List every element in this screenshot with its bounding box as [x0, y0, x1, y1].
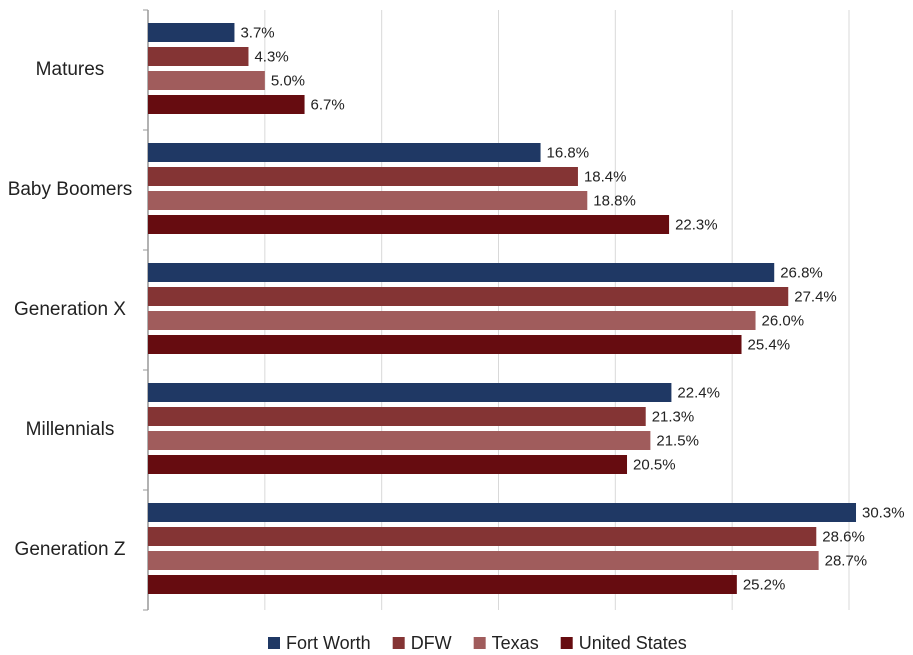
data-label: 3.7% [240, 24, 274, 41]
bar [148, 311, 756, 330]
data-label: 28.6% [822, 528, 865, 545]
legend-label: DFW [411, 633, 452, 653]
data-label: 22.3% [675, 216, 718, 233]
legend-label: Texas [492, 633, 539, 653]
data-label: 25.2% [743, 576, 786, 593]
y-tick-label: Generation Z [15, 539, 126, 560]
data-label: 25.4% [748, 336, 791, 353]
data-label: 18.8% [593, 192, 636, 209]
bar [148, 215, 670, 234]
data-label: 4.3% [254, 48, 288, 65]
bar [148, 23, 235, 42]
bar [148, 503, 857, 522]
bar [148, 575, 737, 594]
bar [148, 407, 646, 426]
bar [148, 431, 651, 450]
bar [148, 383, 672, 402]
bar [148, 71, 265, 90]
bar [148, 551, 819, 570]
data-label: 21.3% [652, 408, 695, 425]
y-tick-label: Matures [36, 59, 105, 80]
data-label: 30.3% [862, 504, 905, 521]
data-label: 26.0% [762, 312, 805, 329]
data-label: 20.5% [633, 456, 676, 473]
data-label: 26.8% [780, 264, 823, 281]
bar [148, 143, 541, 162]
data-label: 6.7% [311, 96, 345, 113]
bar [148, 335, 742, 354]
bar [148, 191, 588, 210]
bar [148, 287, 789, 306]
legend-swatch [392, 637, 405, 649]
data-label: 16.8% [547, 144, 590, 161]
y-tick-label: Generation X [14, 299, 126, 320]
legend-label: Fort Worth [286, 633, 371, 653]
data-label: 28.7% [825, 552, 868, 569]
bar [148, 527, 817, 546]
bar [148, 95, 305, 114]
data-label: 5.0% [271, 72, 305, 89]
y-tick-label: Baby Boomers [8, 179, 133, 200]
legend-label: United States [579, 633, 687, 653]
data-label: 27.4% [794, 288, 837, 305]
bar [148, 167, 578, 186]
bar [148, 455, 628, 474]
data-label: 22.4% [677, 384, 720, 401]
data-label: 21.5% [656, 432, 699, 449]
legend-swatch [268, 637, 280, 649]
legend-swatch [560, 637, 573, 649]
data-label: 18.4% [584, 168, 627, 185]
legend-swatch [473, 637, 486, 649]
bar [148, 263, 775, 282]
y-tick-label: Millennials [26, 419, 115, 440]
bar [148, 47, 249, 66]
